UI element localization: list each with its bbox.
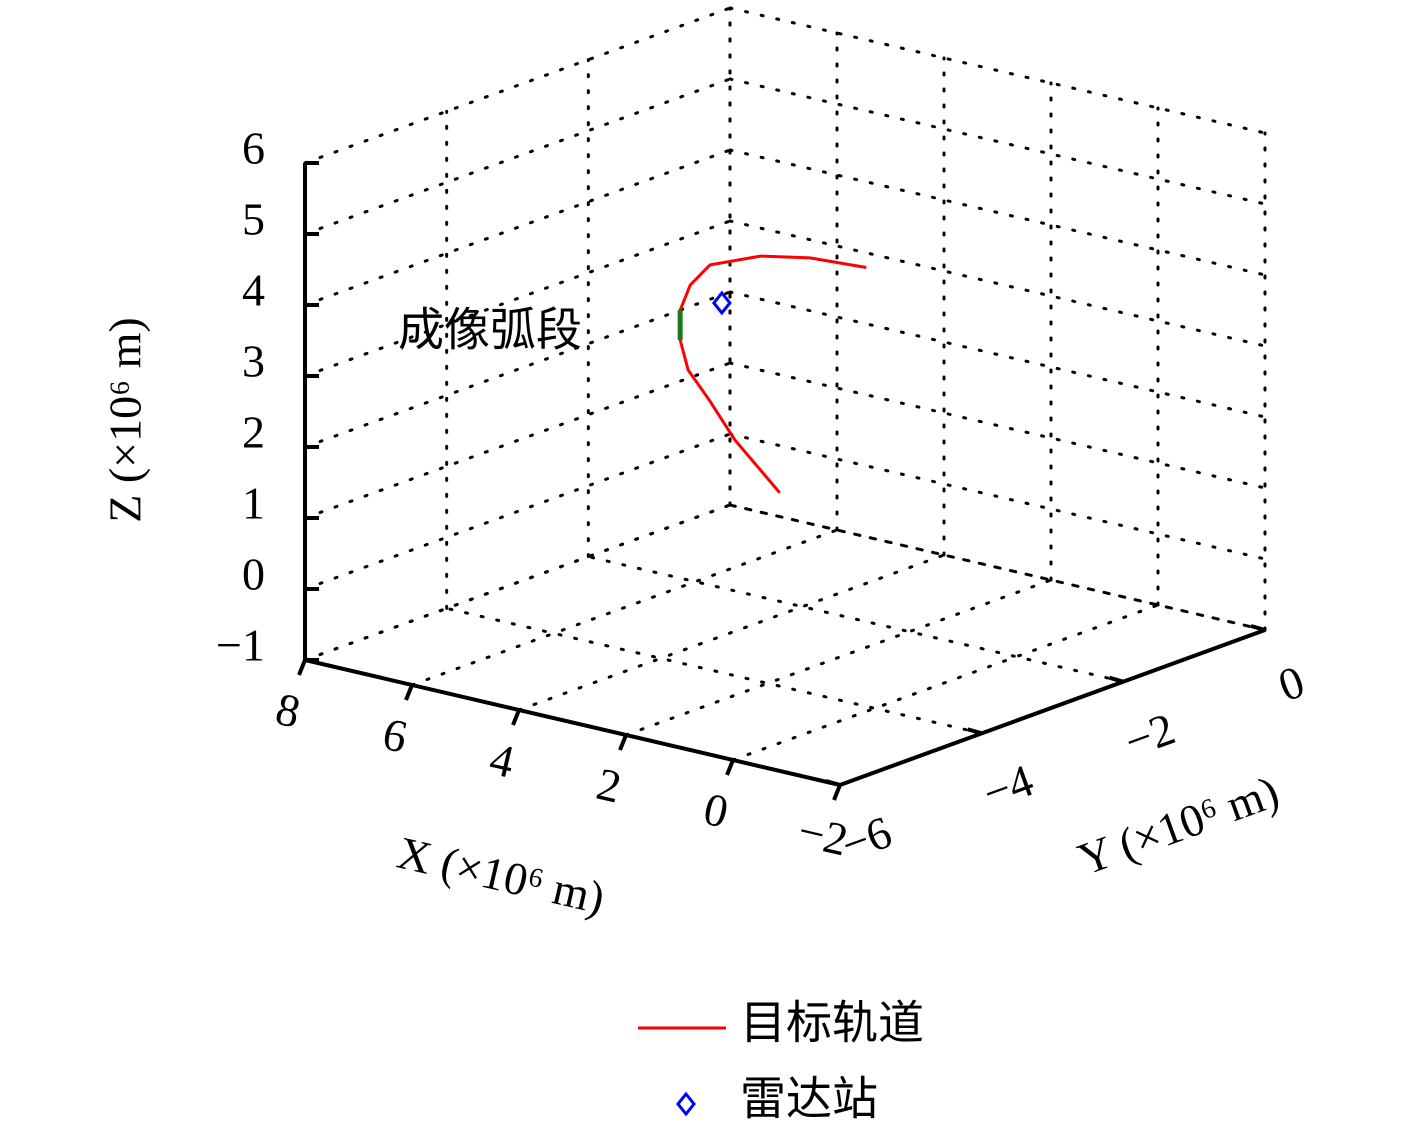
- y-tick: [1108, 675, 1124, 684]
- grid-line: [728, 6, 1267, 135]
- grid-line: [731, 603, 1160, 762]
- x-tick-label: 0: [699, 783, 733, 838]
- x-tick: [618, 734, 628, 751]
- grid-line: [728, 290, 1267, 419]
- z-tick-label: 1: [242, 478, 265, 529]
- grid-line: [303, 503, 732, 662]
- y-axis: [839, 628, 1266, 787]
- radar-marker: [711, 290, 732, 316]
- grid-line: [303, 290, 732, 449]
- y-tick-label: −2: [1118, 703, 1181, 768]
- x-tick-label: −2: [794, 805, 853, 866]
- x-tick-label: 2: [592, 758, 626, 813]
- grid-line: [303, 148, 732, 307]
- x-tick: [297, 659, 307, 676]
- y-tick: [825, 779, 841, 787]
- x-tick-label: 6: [378, 708, 412, 763]
- y-axis-label: Y (×10⁶ m): [1071, 766, 1285, 885]
- grid-line: [728, 361, 1267, 490]
- x-axis-label: X (×10⁶ m): [393, 827, 610, 924]
- y-tick-label: 0: [1272, 655, 1311, 711]
- grid-line: [303, 361, 732, 520]
- x-axis: [304, 658, 841, 787]
- x-tick: [511, 709, 521, 726]
- x-tick: [725, 759, 735, 776]
- grid-line: [728, 432, 1267, 561]
- z-tick-label: 5: [242, 194, 265, 245]
- z-tick-label: 3: [242, 336, 265, 387]
- grid-line: [445, 606, 984, 735]
- z-tick-label: 0: [242, 549, 265, 600]
- z-tick-label: −1: [216, 620, 265, 671]
- x-tick-label: 8: [271, 683, 305, 738]
- grid-line: [303, 219, 732, 378]
- z-axis-label: Z (×10⁶ m): [100, 317, 151, 523]
- grid-line: [586, 555, 1125, 684]
- x-tick-label: 4: [485, 733, 519, 788]
- grid-line: [303, 432, 732, 591]
- z-tick-label: 2: [242, 407, 265, 458]
- y-tick: [967, 727, 983, 736]
- grid-line: [728, 219, 1267, 348]
- grid-line: [624, 578, 1053, 737]
- legend-marker: [676, 1091, 696, 1117]
- grid-line: [303, 6, 732, 165]
- grid-line: [728, 148, 1267, 277]
- y-tick: [1250, 624, 1266, 632]
- trajectory: [678, 254, 867, 494]
- x-tick: [832, 784, 842, 801]
- grid-line: [728, 503, 1267, 632]
- arc-annotation: 成像弧段: [398, 305, 582, 356]
- y-tick-label: −4: [976, 754, 1039, 819]
- grid-line: [303, 77, 732, 236]
- grid-line: [517, 553, 946, 712]
- grid-line: [728, 77, 1267, 206]
- grid-line: [410, 528, 839, 687]
- z-tick-label: 4: [242, 265, 265, 316]
- x-tick: [404, 684, 414, 701]
- legend-label: 目标轨道: [740, 998, 924, 1049]
- legend-label: 雷达站: [740, 1074, 878, 1125]
- z-tick-label: 6: [242, 123, 265, 174]
